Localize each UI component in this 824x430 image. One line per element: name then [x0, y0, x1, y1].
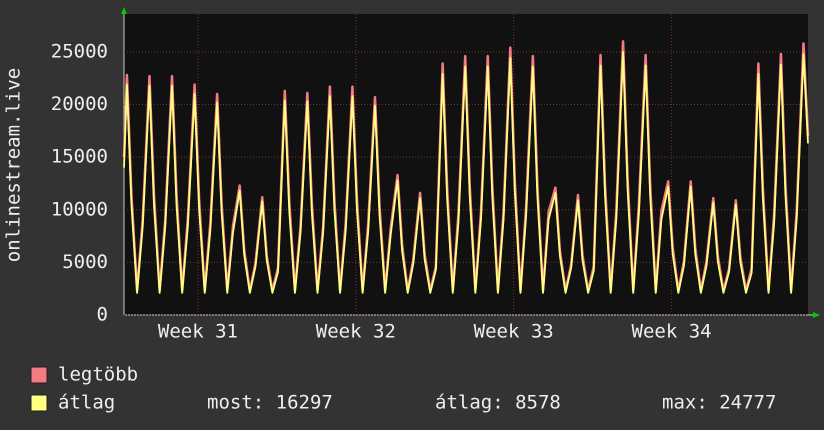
legend-label: legtöbb	[58, 364, 138, 386]
legend-swatch	[30, 366, 48, 384]
legend-label: átlag	[58, 392, 115, 414]
legend-swatch	[30, 394, 48, 412]
y-axis-label: onlinestream.live	[3, 68, 25, 262]
legend-stat: most: 16297	[207, 392, 333, 414]
x-tick-label: Week 32	[316, 321, 396, 343]
y-tick-label: 10000	[51, 198, 108, 220]
y-tick-label: 15000	[51, 146, 108, 168]
y-tick-label: 5000	[62, 251, 108, 273]
x-tick-label: Week 33	[474, 321, 554, 343]
y-tick-label: 0	[97, 304, 108, 326]
legend-stat: max: 24777	[662, 392, 776, 414]
x-arrow	[813, 312, 820, 318]
series-line	[123, 50, 809, 294]
y-arrow	[121, 7, 127, 14]
y-tick-label: 25000	[51, 40, 108, 62]
legend: legtöbb átlag most: 16297 átlag: 8578 max: 2…	[30, 364, 776, 414]
x-tick-label: Week 31	[158, 321, 238, 343]
x-tick-label: Week 34	[632, 321, 712, 343]
y-tick-label: 20000	[51, 93, 108, 115]
legend-stat: átlag: 8578	[435, 392, 561, 414]
